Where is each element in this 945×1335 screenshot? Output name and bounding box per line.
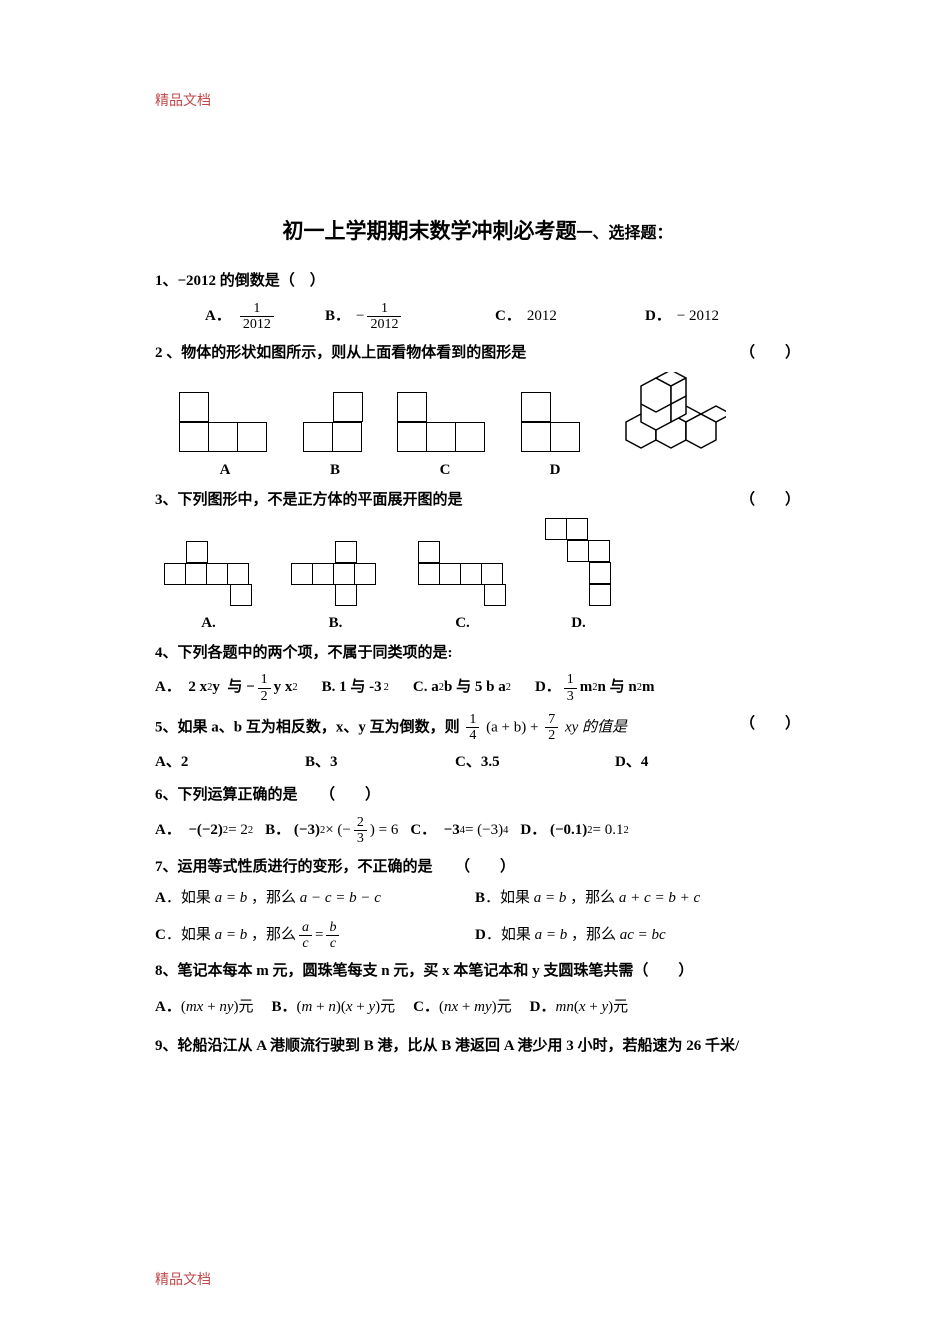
footer-label: 精品文档 [155,1269,211,1293]
q5-stem: 5、如果 a、b 互为相反数，x、y 互为倒数，则 14 (a + b) + 7… [155,712,800,744]
q2-isometric-icon [616,372,726,452]
q1-options: A． 1 2012 B． − 1 2012 C． 2012 D． − 2012 [155,301,800,333]
q9-stem: 9、轮船沿江从 A 港顺流行驶到 B 港，比从 B 港返回 A 港少用 3 小时… [155,1034,800,1060]
q7-stem: 7、运用等式性质进行的变形，不正确的是 （ ） [155,855,800,881]
title-sub: 一、选择题： [576,225,672,242]
q5-options: A、2 B、3 C、3.5 D、4 [155,750,800,776]
q1-a-frac: 1 2012 [240,301,274,333]
q7-options-2: C．如果 a = b ，那么 ac = bc D．如果 a = b ，那么 ac… [155,920,800,952]
title-main: 初一上学期期末数学冲刺必考题 [282,219,576,243]
q1-stem: 1、−2012 的倒数是（ ） [155,269,800,295]
q3-label-b: B. [329,611,343,637]
q8-options: A．(mx + ny) 元 B．(m + n)(x + y) 元 C．(nx +… [155,995,800,1021]
q1-b-frac: 1 2012 [367,301,401,333]
q3-stem: 3、下列图形中，不是正方体的平面展开图的是 （ ） [155,488,800,514]
q8-stem: 8、笔记本每本 m 元，圆珠笔每支 n 元，买 x 本笔记本和 y 支圆珠笔共需… [155,959,800,985]
q6-stem: 6、下列运算正确的是 （ ） [155,783,800,809]
header-label: 精品文档 [155,90,800,114]
q4-options: A． 2 x2y 与 − 12 y x2 B. 1 与 -32 C. a2b 与… [155,672,800,704]
q1-c-label: C． [495,304,521,330]
q1-d-label: D． [645,304,671,330]
q1-a-label: A． [205,304,231,330]
q2-stem: 2 、物体的形状如图所示，则从上面看物体看到的图形是 （ ） [155,341,800,367]
q3-fig-a [165,542,252,607]
q3-label-c: C. [455,611,470,637]
q2-figures [155,372,800,452]
q3-fig-c [419,542,506,607]
q1-b-label: B． [325,304,350,330]
q2-fig-c [398,393,487,452]
q2-fig-d [522,393,581,452]
q3-fig-d [546,519,611,607]
q3-fig-b [292,542,379,607]
q6-options: A． −(−2)2 = 22 B． (−3)2 × (− 23 ) = 6 C．… [155,815,800,847]
q2-fig-a [180,393,269,452]
q3-label-a: A. [201,611,216,637]
q3-figures: A. B. C. D. [155,519,800,637]
q4-stem: 4、下列各题中的两个项，不属于同类项的是: [155,641,800,667]
q2-fig-b [304,393,363,452]
q2-label-d: D [550,458,561,484]
q2-label-a: A [220,458,231,484]
q1-c-val: 2012 [527,304,557,330]
q2-label-b: B [330,458,340,484]
q3-label-d: D. [571,611,586,637]
q1-d-val: − 2012 [677,304,719,330]
page-title: 初一上学期期末数学冲刺必考题一、选择题： [155,214,800,250]
q7-options-1: A．如果 a = b ，那么 a − c = b − c B．如果 a = b … [155,886,800,912]
q2-label-c: C [440,458,451,484]
